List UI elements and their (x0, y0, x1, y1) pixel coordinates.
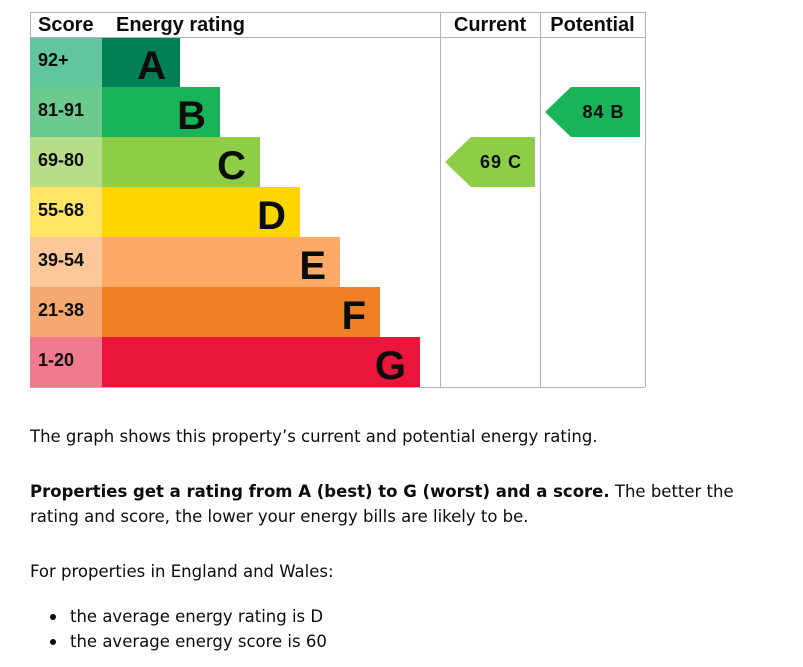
band-letter-b: B (177, 94, 206, 138)
epc-chart: Score Energy rating Current Potential 92+ A 81… (30, 12, 646, 388)
rating-explanation-bold: Properties get a rating from A (best) to… (30, 482, 610, 501)
band-letter-a: A (137, 44, 166, 88)
band-bar-d (102, 187, 300, 237)
current-rating-arrow (445, 137, 535, 187)
score-cell-g (30, 337, 102, 387)
intro-text: The graph shows this property’s current … (30, 427, 598, 446)
score-cell-f (30, 287, 102, 337)
current-rating-label: 69 C (480, 152, 522, 172)
band-letter-f: F (342, 294, 366, 338)
band-bar-f (102, 287, 380, 337)
score-cell-e (30, 237, 102, 287)
band-bar-a (102, 37, 180, 87)
score-cell-d (30, 187, 102, 237)
score-range-d: 55-68 (38, 200, 84, 220)
header-energy-rating: Energy rating (116, 14, 245, 36)
band-bar-g (102, 337, 420, 387)
rating-explanation-rest: The better the rating and score, the low… (30, 482, 734, 526)
header-score: Score (38, 14, 94, 36)
score-cell-b (30, 87, 102, 137)
score-range-b: 81-91 (38, 100, 84, 120)
band-bar-b (102, 87, 220, 137)
band-bar-e (102, 237, 340, 287)
band-bar-c (102, 137, 260, 187)
score-range-g: 1-20 (38, 350, 74, 370)
score-range-c: 69-80 (38, 150, 84, 170)
average-list: the average energy rating is D the avera… (30, 604, 327, 654)
score-cell-c (30, 137, 102, 187)
list-item-average-score: the average energy score is 60 (30, 629, 327, 654)
rating-explanation: Properties get a rating from A (best) to… (30, 479, 770, 529)
score-range-f: 21-38 (38, 300, 84, 320)
band-letter-e: E (299, 244, 326, 288)
header-potential: Potential (550, 14, 634, 36)
score-range-a: 92+ (38, 50, 69, 70)
band-letter-c: C (217, 144, 246, 188)
potential-rating-label: 84 B (582, 102, 624, 122)
potential-rating-arrow (545, 87, 640, 137)
list-item-average-rating: the average energy rating is D (30, 604, 327, 629)
score-range-e: 39-54 (38, 250, 84, 270)
band-letter-d: D (257, 194, 286, 238)
score-cell-a (30, 37, 102, 87)
band-letter-g: G (375, 344, 406, 388)
region-text: For properties in England and Wales: (30, 562, 334, 581)
header-current: Current (454, 14, 527, 36)
